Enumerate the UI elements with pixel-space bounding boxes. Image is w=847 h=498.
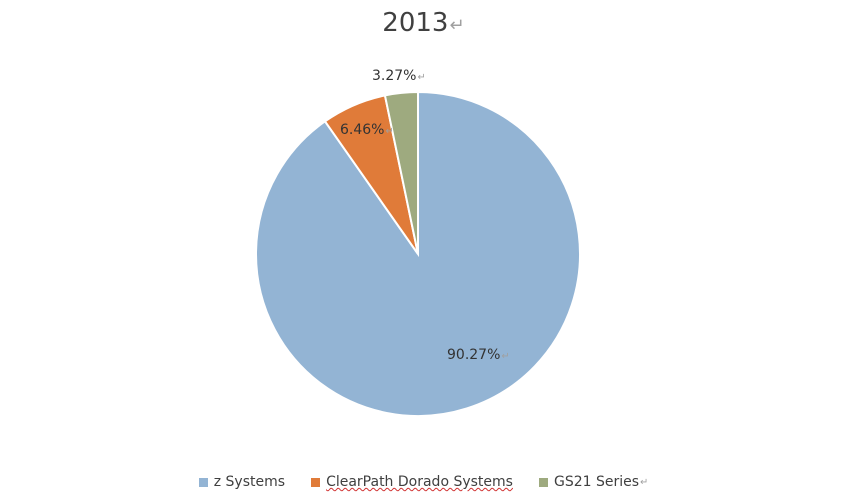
legend-label: z Systems xyxy=(213,474,286,490)
paragraph-mark-icon: ↵ xyxy=(501,351,510,362)
paragraph-mark-icon: ↵ xyxy=(640,476,649,488)
legend-swatch xyxy=(311,477,321,487)
legend-item-clearpath: ClearPath Dorado Systems xyxy=(311,474,513,490)
pie-slice-gs21 xyxy=(383,90,419,255)
data-label-gs21: 3.27%↵ xyxy=(372,68,426,84)
data-label-value: 3.27% xyxy=(372,68,417,84)
legend-label: GS21 Series xyxy=(553,474,640,490)
legend-item-gs21: GS21 Series ↵ xyxy=(538,474,649,490)
data-label-clearpath: 6.46%↵ xyxy=(340,122,394,138)
chart-title: 2013↵ xyxy=(0,8,847,38)
paragraph-mark-icon: ↵ xyxy=(449,15,465,36)
data-label-value: 6.46% xyxy=(340,122,385,138)
paragraph-mark-icon: ↵ xyxy=(385,126,394,137)
legend-swatch xyxy=(198,477,208,487)
legend-item-z-systems: z Systems xyxy=(198,474,286,490)
legend-swatch xyxy=(538,477,548,487)
data-label-z-systems: 90.27%↵ xyxy=(447,347,510,363)
legend-label: ClearPath Dorado Systems xyxy=(326,474,513,490)
data-label-value: 90.27% xyxy=(447,347,501,363)
chart-legend: z Systems ClearPath Dorado Systems GS21 … xyxy=(0,474,847,490)
paragraph-mark-icon: ↵ xyxy=(417,72,426,83)
chart-title-text: 2013 xyxy=(382,8,449,38)
